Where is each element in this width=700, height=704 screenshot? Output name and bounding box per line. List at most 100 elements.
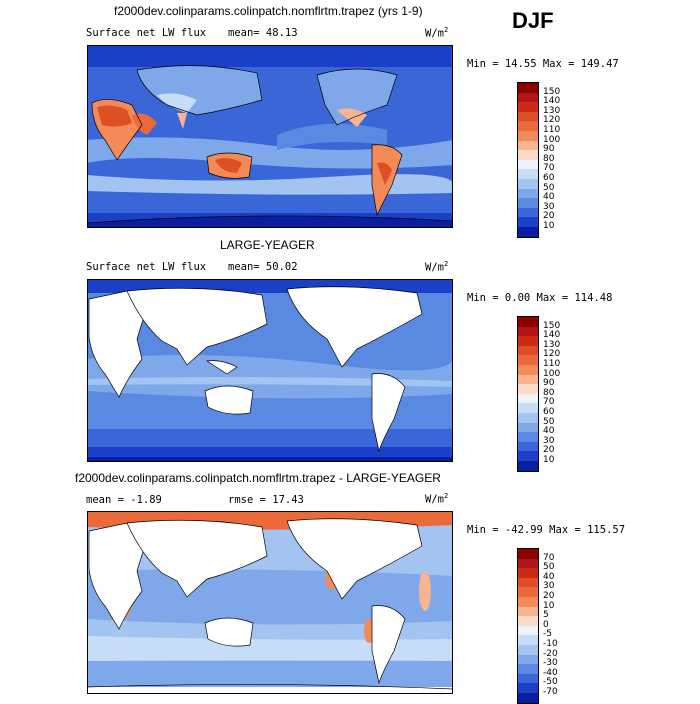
colorbar-swatch [518,188,538,199]
panel-3-units: W/m2 [425,492,449,506]
colorbar-swatch [518,422,538,433]
colorbar-swatch [518,111,538,122]
colorbar-swatch [518,606,538,617]
colorbar-swatch [518,683,538,693]
colorbar-tick-label: 20 [543,445,555,456]
colorbar-tick-label: 70 [543,163,555,174]
colorbar-tick-label: -50 [543,677,558,688]
colorbar-tick-label: 0 [543,619,549,630]
colorbar-tick-label: 50 [543,562,555,573]
colorbar-tick-label: 140 [543,96,561,107]
colorbar-tick-label: 100 [543,368,561,379]
colorbar-swatch [518,664,538,674]
colorbar-tick-label: 30 [543,435,555,446]
colorbar-tick-label: 150 [543,320,561,331]
panel-1-map [87,45,453,228]
colorbar-swatch [518,345,538,356]
panel-3-rmse: rmse = 17.43 [228,494,304,506]
colorbar-swatch [518,616,538,626]
panel-1-units: W/m2 [425,26,449,40]
panel-3-minmax: Min = -42.99 Max = 115.57 [467,524,626,536]
panel-1-minmax: Min = 14.55 Max = 149.47 [467,58,619,70]
colorbar-tick-label: 70 [543,397,555,408]
colorbar-tick-label: 90 [543,144,555,155]
colorbar-tick-label: 40 [543,571,555,582]
colorbar-swatch [518,673,538,684]
colorbar-swatch [518,596,538,607]
colorbar-tick-label: 60 [543,407,555,417]
colorbar-tick-label: 10 [543,455,555,465]
colorbar-swatch [518,178,538,189]
colorbar-swatch [518,568,538,578]
colorbar-swatch [518,460,538,471]
colorbar-tick-label: 30 [543,201,555,212]
colorbar-swatch [518,587,538,597]
colorbar-swatch [518,692,538,703]
colorbar-tick-label: -20 [543,648,558,659]
panel-2-title: LARGE-YEAGER [220,238,315,252]
colorbar-swatch [518,355,538,365]
colorbar-swatch [518,159,538,170]
colorbar-tick-label: 10 [543,600,555,611]
panel-2-map [87,279,453,462]
colorbar-swatch [518,140,538,151]
panel-1-title: f2000dev.colinparams.colinpatch.nomflrtm… [114,4,423,18]
colorbar-tick-label: 40 [543,192,555,203]
colorbar-tick-label: -40 [543,667,558,678]
colorbar-swatch [518,374,538,385]
colorbar-tick-label: 30 [543,581,555,592]
colorbar-swatch [518,92,538,103]
colorbar-tick-label: 90 [543,378,555,389]
colorbar-swatch [518,654,538,665]
colorbar-swatch [518,102,538,112]
panel-2-units: W/m2 [425,260,449,274]
panel-2-colorbar: 150 140 130 120 110 100 90 80 70 60 50 40 30 20 10 [517,316,560,472]
colorbar-tick-label: -70 [543,687,558,697]
colorbar-tick-label: 80 [543,387,555,398]
panel-1-colorbar: 150 140 130 120 110 100 90 80 70 60 50 40 30 20 10 [517,82,560,238]
colorbar-tick-label: 150 [543,86,561,97]
colorbar-swatch [518,384,538,394]
colorbar-tick-label: 120 [543,349,561,360]
colorbar-swatch [518,83,538,93]
colorbar-swatch [518,326,538,337]
colorbar-tick-label: 140 [543,330,561,341]
colorbar-swatch [518,317,538,327]
colorbar-tick-label: 60 [543,173,555,183]
colorbar-swatch [518,130,538,141]
colorbar-tick-label: 100 [543,134,561,145]
panel-3-colorbar: 70 50 40 30 20 10 5 0 -5 -10 -20 -30 -40 -50 -70 [517,548,558,704]
colorbar-tick-label: 130 [543,339,561,350]
colorbar-swatch [518,336,538,346]
colorbar-tick-label: 20 [543,591,555,601]
colorbar-tick-label: 110 [543,359,561,369]
colorbar-swatch [518,150,538,160]
colorbar-tick-label: -30 [543,658,558,669]
colorbar-swatch [518,403,538,413]
colorbar-tick-label: 130 [543,105,561,116]
panel-2-minmax: Min = 0.00 Max = 114.48 [467,292,613,304]
panel-3-mean: mean = -1.89 [86,494,162,506]
panel-2-variable: Surface net LW flux [86,261,207,273]
colorbar-tick-label: -5 [543,629,552,640]
colorbar-tick-label: 70 [543,552,555,563]
panel-3-title: f2000dev.colinparams.colinpatch.nomflrtm… [75,471,441,485]
colorbar-tick-label: 20 [543,211,555,222]
colorbar-tick-label: 110 [543,125,561,135]
colorbar-swatch [518,169,538,179]
colorbar-swatch [518,364,538,375]
colorbar-swatch [518,549,538,559]
colorbar-swatch [518,393,538,404]
colorbar-swatch [518,635,538,645]
colorbar-swatch [518,121,538,131]
panel-3-map [87,511,453,694]
colorbar-tick-label: 80 [543,153,555,164]
colorbar-swatch [518,625,538,636]
colorbar-tick-label: -10 [543,639,558,649]
colorbar-swatch [518,558,538,569]
colorbar-swatch [518,432,538,442]
season-label: DJF [512,8,554,33]
colorbar-swatch [518,451,538,461]
colorbar-swatch [518,217,538,227]
colorbar-swatch [518,207,538,218]
